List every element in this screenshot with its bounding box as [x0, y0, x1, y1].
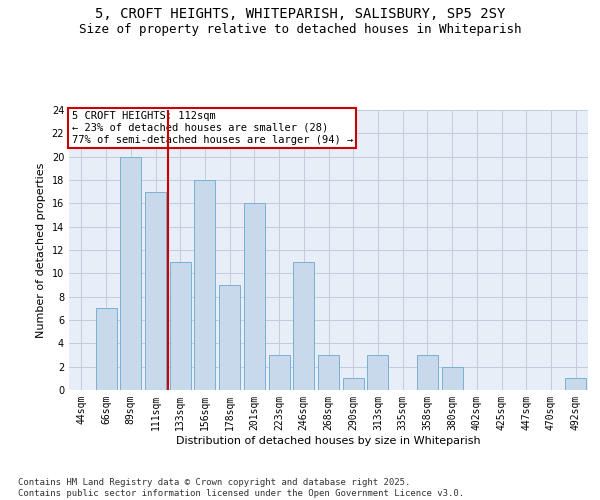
- Bar: [343, 378, 364, 390]
- Bar: [219, 285, 240, 390]
- Bar: [95, 308, 116, 390]
- Y-axis label: Number of detached properties: Number of detached properties: [36, 162, 46, 338]
- Bar: [145, 192, 166, 390]
- Text: Size of property relative to detached houses in Whiteparish: Size of property relative to detached ho…: [79, 22, 521, 36]
- Bar: [244, 204, 265, 390]
- Bar: [367, 355, 388, 390]
- Bar: [565, 378, 586, 390]
- Bar: [318, 355, 339, 390]
- Text: 5 CROFT HEIGHTS: 112sqm
← 23% of detached houses are smaller (28)
77% of semi-de: 5 CROFT HEIGHTS: 112sqm ← 23% of detache…: [71, 112, 353, 144]
- Bar: [293, 262, 314, 390]
- Bar: [269, 355, 290, 390]
- Bar: [170, 262, 191, 390]
- Text: 5, CROFT HEIGHTS, WHITEPARISH, SALISBURY, SP5 2SY: 5, CROFT HEIGHTS, WHITEPARISH, SALISBURY…: [95, 8, 505, 22]
- Bar: [120, 156, 141, 390]
- X-axis label: Distribution of detached houses by size in Whiteparish: Distribution of detached houses by size …: [176, 436, 481, 446]
- Bar: [417, 355, 438, 390]
- Bar: [194, 180, 215, 390]
- Bar: [442, 366, 463, 390]
- Text: Contains HM Land Registry data © Crown copyright and database right 2025.
Contai: Contains HM Land Registry data © Crown c…: [18, 478, 464, 498]
